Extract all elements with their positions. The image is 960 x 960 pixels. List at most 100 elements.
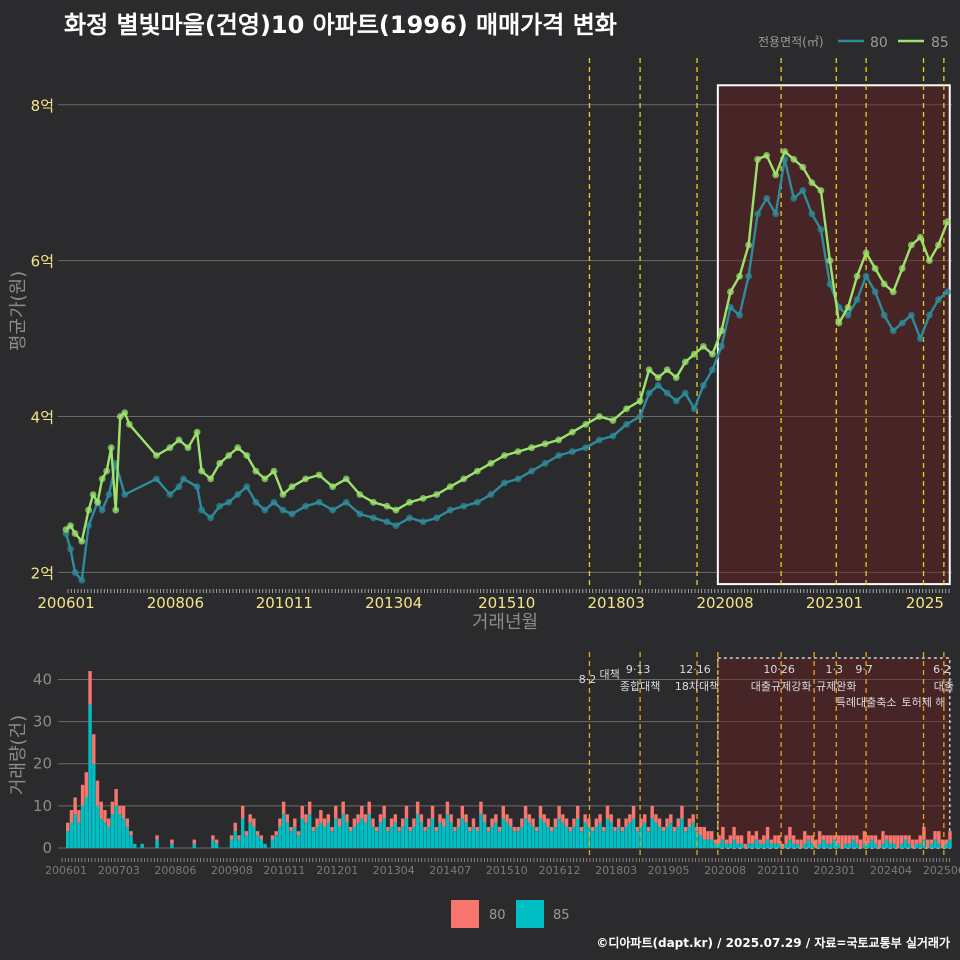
volume-bar-85 [918, 843, 922, 848]
volume-bar-85 [371, 826, 375, 848]
volume-bar-85 [605, 818, 610, 848]
volume-bar-85 [270, 839, 275, 848]
volume-bar-85 [140, 843, 144, 848]
volume-bar-85 [404, 818, 409, 848]
policy-label: 특례대출축소 [836, 696, 897, 709]
volume-bar-80 [765, 826, 770, 840]
volume-bar-80 [322, 818, 327, 827]
volume-bar-80 [88, 671, 92, 705]
volume-bar-85 [698, 835, 703, 848]
y-tick-label: 40 [33, 670, 52, 688]
volume-bar-85 [695, 831, 699, 848]
volume-bar-85 [747, 843, 751, 848]
volume-bar-85 [419, 822, 424, 848]
volume-bar-80 [896, 835, 900, 848]
volume-bar-85 [687, 826, 692, 848]
price-line-80 [64, 158, 949, 582]
volume-bar-85 [304, 822, 308, 848]
volume-bar-80 [527, 814, 532, 823]
x-tick-label: 201011 [256, 594, 313, 612]
volume-bar-85 [334, 818, 338, 848]
x-tick-label: 200908 [211, 864, 253, 877]
volume-bar-80 [382, 805, 386, 819]
volume-bar-80 [538, 805, 543, 819]
x-tick-label: 201905 [648, 864, 690, 877]
volume-bar-85 [73, 814, 77, 848]
volume-bar-80 [348, 826, 353, 832]
volume-bar-80 [788, 826, 792, 840]
volume-bar-85 [237, 839, 241, 848]
volume-bar-85 [255, 835, 260, 848]
volume-bar-85 [821, 839, 826, 848]
volume-bar-85 [84, 797, 89, 848]
volume-bar-80 [330, 826, 334, 832]
y-tick-label: 20 [33, 755, 52, 773]
volume-bar-80 [635, 826, 639, 832]
volume-bar-80 [817, 831, 822, 844]
volume-bar-85 [728, 843, 733, 848]
volume-bar-85 [795, 843, 800, 848]
volume-bar-80 [229, 835, 234, 840]
volume-bar-85 [672, 831, 677, 848]
volume-bar-85 [635, 831, 639, 848]
volume-bar-80 [713, 839, 718, 844]
volume-bar-80 [289, 826, 293, 832]
volume-bar-80 [907, 835, 911, 844]
volume-bar-85 [791, 843, 796, 848]
x-tick-label: 201510 [486, 864, 528, 877]
volume-bar-80 [784, 835, 788, 844]
y-tick-label: 2억 [31, 564, 54, 582]
volume-bar-80 [408, 826, 412, 832]
volume-bar-80 [103, 810, 107, 823]
volume-bar-85 [817, 843, 822, 848]
volume-bar-80 [419, 814, 424, 823]
volume-bar-85 [293, 826, 297, 848]
volume-bar-85 [229, 839, 234, 848]
volume-bar-85 [758, 843, 762, 848]
volume-bar-80 [683, 826, 688, 832]
volume-bar-85 [855, 843, 859, 848]
volume-bar-80 [237, 835, 241, 840]
volume-bar-85 [702, 839, 707, 848]
volume-bar-85 [765, 839, 770, 848]
x-tick-label: 201304 [373, 864, 415, 877]
volume-bar-80 [460, 805, 465, 819]
volume-bar-80 [296, 831, 301, 836]
volume-bar-80 [743, 843, 747, 848]
volume-bar-85 [609, 822, 613, 848]
volume-bar-85 [777, 843, 781, 848]
volume-bar-80 [356, 814, 360, 823]
volume-bar-80 [717, 835, 721, 844]
volume-bar-80 [516, 826, 520, 832]
volume-bar-80 [404, 805, 409, 819]
volume-bar-85 [322, 826, 327, 848]
volume-bar-85 [285, 822, 290, 848]
volume-bar-80 [844, 835, 848, 844]
volume-bar-80 [762, 835, 766, 844]
volume-bar-80 [564, 818, 569, 827]
volume-bar-80 [66, 822, 70, 832]
volume-bar-85 [736, 843, 740, 848]
volume-bar-85 [717, 843, 721, 848]
volume-bar-85 [133, 843, 137, 848]
volume-bar-85 [557, 818, 561, 848]
volume-bar-85 [248, 822, 252, 848]
volume-bar-85 [386, 831, 390, 848]
volume-bar-80 [401, 818, 405, 827]
volume-bar-80 [84, 772, 89, 798]
volume-bar-85 [497, 831, 502, 848]
x-tick-label: 2025 [906, 594, 944, 612]
volume-bar-80 [471, 818, 476, 827]
volume-bar-85 [676, 826, 680, 848]
volume-bar-85 [806, 839, 811, 848]
policy-date: 1·3 [826, 663, 844, 676]
volume-bar-85 [471, 826, 476, 848]
volume-bar-85 [512, 831, 517, 848]
volume-bar-80 [672, 826, 677, 832]
volume-bar-85 [278, 826, 282, 848]
volume-bar-80 [579, 826, 584, 832]
volume-bar-85 [803, 843, 807, 848]
volume-bar-80 [628, 814, 632, 823]
policy-label: 규제완화 [816, 680, 856, 693]
volume-bar-85 [367, 814, 371, 848]
